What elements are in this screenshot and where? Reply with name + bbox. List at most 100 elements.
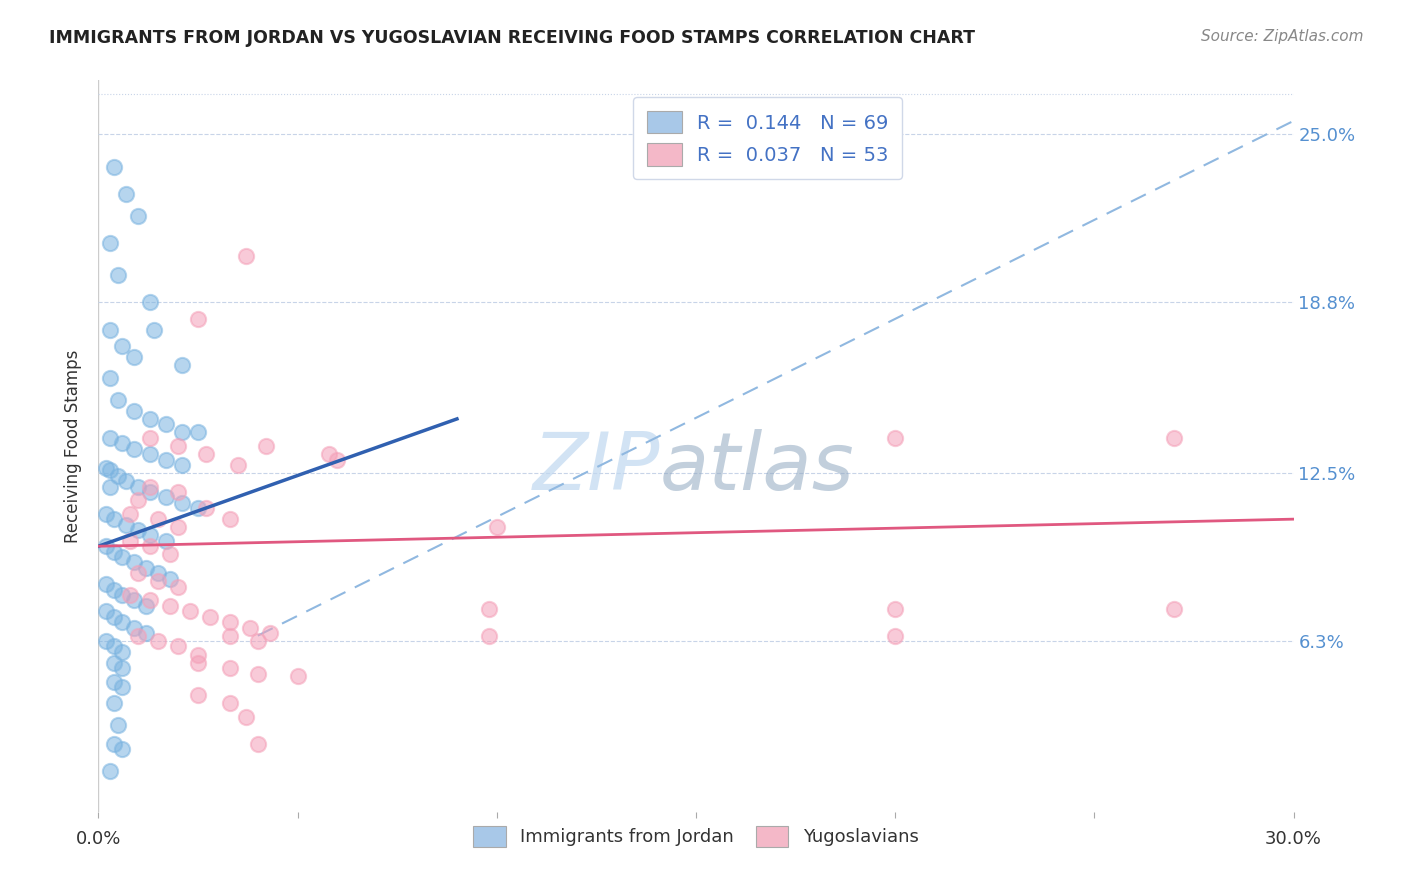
Point [98,463,122,477]
Point [127,493,149,508]
Text: atlas: atlas [661,429,855,507]
Point [135,599,157,613]
Point [98,764,122,778]
Point [287,669,309,683]
Point [103,582,125,597]
Point [98,371,122,385]
Point [124,404,146,418]
Point [115,474,138,488]
Point [103,737,125,751]
Point [124,350,146,364]
Point [111,742,134,756]
Point [111,339,134,353]
Point [98,322,122,336]
Point [172,458,194,472]
Point [167,580,190,594]
Point [326,452,349,467]
Point [139,485,162,500]
Point [124,556,146,570]
Point [155,533,177,548]
Point [127,209,149,223]
Point [96,539,118,553]
Point [159,547,181,561]
Point [111,645,134,659]
Point [96,577,118,591]
Point [478,601,501,615]
Point [111,615,134,629]
Point [148,566,170,581]
Point [107,468,129,483]
Point [226,458,249,472]
Y-axis label: Receiving Food Stamps: Receiving Food Stamps [65,350,83,542]
Text: 30.0%: 30.0% [1265,830,1322,848]
Point [139,528,162,542]
Point [139,480,162,494]
Point [187,501,209,516]
Point [187,656,209,670]
Point [179,604,201,618]
Point [148,574,170,589]
Point [103,544,125,558]
Point [139,431,162,445]
Point [167,640,190,654]
Point [187,311,209,326]
Point [155,491,177,505]
Point [111,680,134,694]
Point [1163,601,1185,615]
Point [96,460,118,475]
Point [155,417,177,432]
Point [884,629,907,643]
Point [103,656,125,670]
Point [111,588,134,602]
Point [167,439,190,453]
Point [115,187,138,202]
Point [98,431,122,445]
Point [127,629,149,643]
Point [107,268,129,283]
Point [98,235,122,250]
Point [143,322,166,336]
Point [219,697,242,711]
Point [127,523,149,537]
Point [103,674,125,689]
Point [155,452,177,467]
Point [96,507,118,521]
Point [219,512,242,526]
Text: Source: ZipAtlas.com: Source: ZipAtlas.com [1201,29,1364,44]
Point [107,718,129,732]
Point [219,629,242,643]
Point [148,512,170,526]
Point [235,710,257,724]
Point [187,648,209,662]
Point [96,604,118,618]
Point [96,634,118,648]
Point [127,480,149,494]
Point [120,533,142,548]
Point [198,609,221,624]
Point [1163,431,1185,445]
Text: ZIP: ZIP [533,429,661,507]
Point [135,626,157,640]
Legend: Immigrants from Jordan, Yugoslavians: Immigrants from Jordan, Yugoslavians [467,819,925,854]
Point [485,520,508,534]
Point [246,634,269,648]
Point [139,412,162,426]
Point [187,688,209,702]
Point [111,661,134,675]
Point [124,620,146,634]
Point [139,447,162,461]
Point [219,661,242,675]
Text: 0.0%: 0.0% [76,830,121,848]
Text: IMMIGRANTS FROM JORDAN VS YUGOSLAVIAN RECEIVING FOOD STAMPS CORRELATION CHART: IMMIGRANTS FROM JORDAN VS YUGOSLAVIAN RE… [49,29,976,46]
Point [103,640,125,654]
Point [139,539,162,553]
Point [219,615,242,629]
Point [124,442,146,456]
Point [159,599,181,613]
Point [103,512,125,526]
Point [139,295,162,310]
Point [159,572,181,586]
Point [120,507,142,521]
Point [884,431,907,445]
Point [239,620,262,634]
